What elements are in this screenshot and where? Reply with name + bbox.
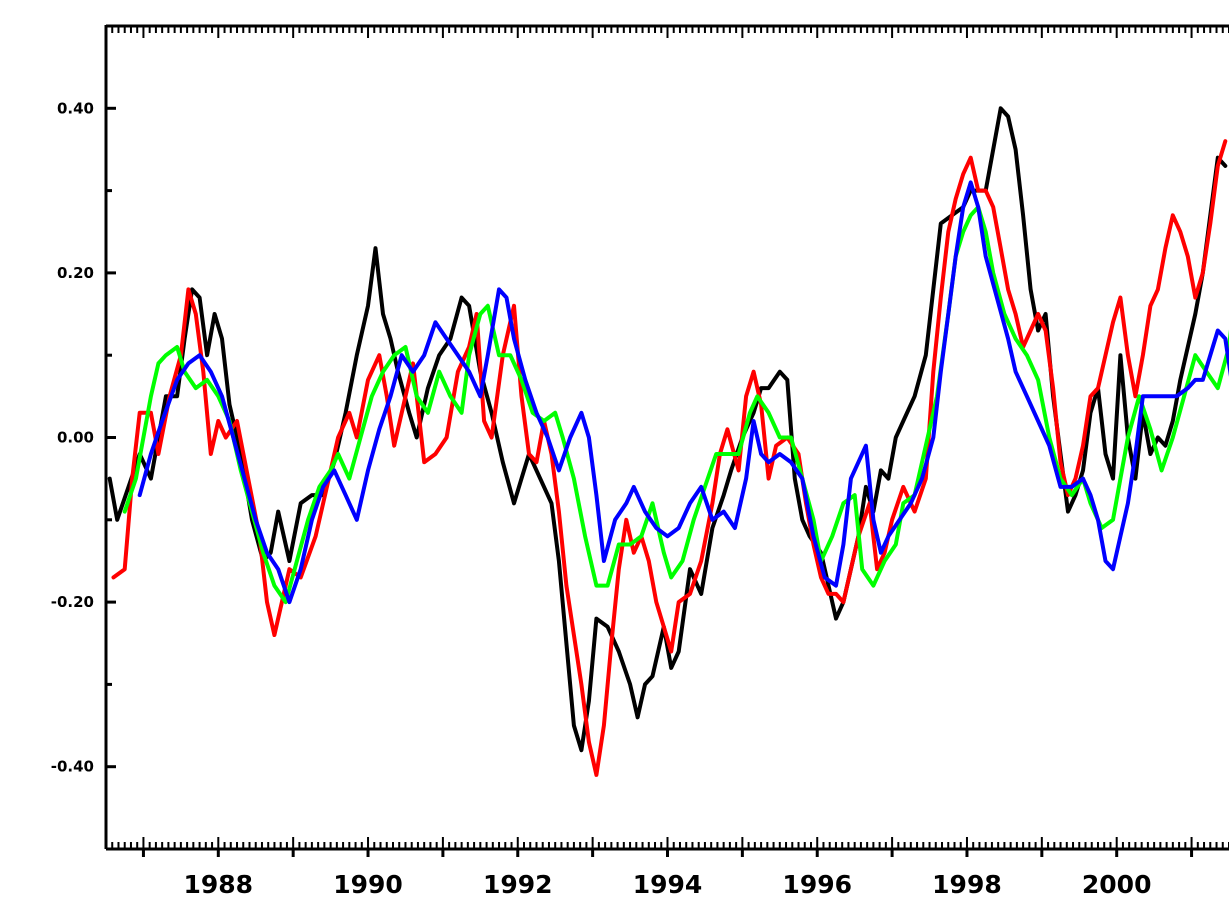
x-tick-label: 1998 [932, 870, 1002, 899]
labels-layer: 0.40 0.20 0.00 -0.20 -0.40 1988 1990 1992 1994 19… [51, 99, 1152, 899]
series-line-2 [111, 139, 1228, 777]
x-tick-label: 1992 [483, 870, 553, 899]
axes-layer [104, 24, 1229, 851]
series-line-1 [107, 106, 1228, 753]
x-tick-label: 1996 [782, 870, 852, 899]
series-line-3 [122, 205, 1229, 605]
ticks-layer [105, 26, 1229, 857]
y-tick-label: 0.40 [57, 99, 94, 117]
x-tick-label: 1988 [184, 870, 254, 899]
y-tick-label: -0.40 [51, 758, 94, 776]
y-tick-label: -0.20 [51, 593, 94, 611]
x-tick-label: 2000 [1082, 870, 1152, 899]
series-line-4 [137, 180, 1229, 605]
x-tick-label: 1990 [333, 870, 403, 899]
x-tick-label: 1994 [633, 870, 703, 899]
y-tick-label: 0.20 [57, 264, 94, 282]
y-tick-label: 0.00 [57, 429, 94, 447]
series-layer [107, 106, 1229, 777]
